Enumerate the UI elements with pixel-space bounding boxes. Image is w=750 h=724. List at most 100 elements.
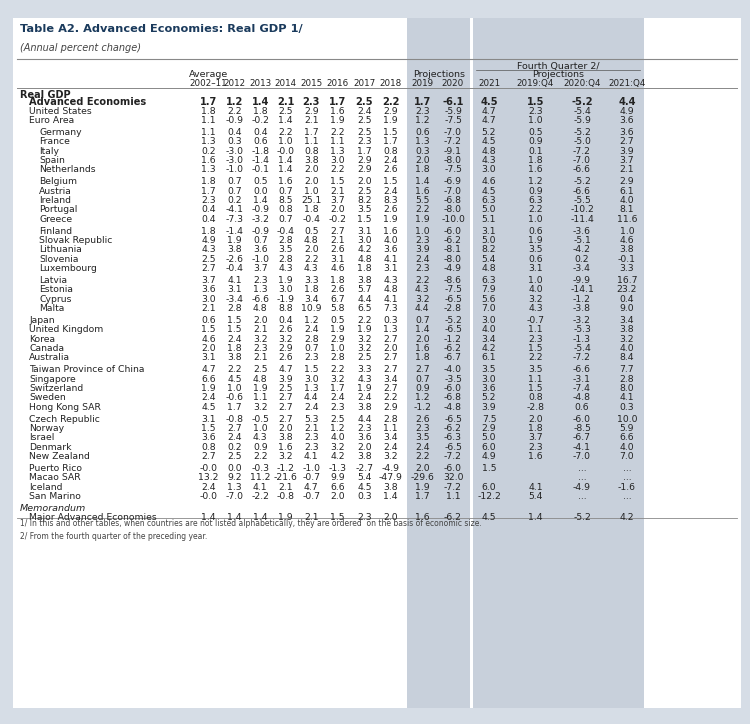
Text: 2.6: 2.6 xyxy=(278,353,293,362)
Text: 2.7: 2.7 xyxy=(330,227,345,236)
Text: 0.7: 0.7 xyxy=(227,177,242,187)
Text: -4.9: -4.9 xyxy=(444,264,462,273)
Text: 1.1: 1.1 xyxy=(446,492,460,501)
Text: 3.0: 3.0 xyxy=(304,375,319,384)
Text: 9.0: 9.0 xyxy=(620,304,634,313)
Text: 1.4: 1.4 xyxy=(415,177,430,187)
Text: 4.6: 4.6 xyxy=(482,177,496,187)
Text: 3.3: 3.3 xyxy=(357,366,372,374)
Text: -7.0: -7.0 xyxy=(444,128,462,137)
Text: -1.8: -1.8 xyxy=(251,147,269,156)
Text: 2.5: 2.5 xyxy=(227,452,242,461)
Text: -1.9: -1.9 xyxy=(277,295,295,303)
Text: 2.9: 2.9 xyxy=(383,106,398,116)
Text: -6.8: -6.8 xyxy=(444,196,462,205)
Text: 2.7: 2.7 xyxy=(201,264,216,273)
Text: 1.1: 1.1 xyxy=(201,116,216,125)
Text: -1.0: -1.0 xyxy=(302,464,320,473)
Text: Japan: Japan xyxy=(29,316,55,325)
Text: 3.1: 3.1 xyxy=(201,353,216,362)
Text: 1.2: 1.2 xyxy=(528,177,543,187)
Text: -0.7: -0.7 xyxy=(302,473,320,482)
Text: 2.2: 2.2 xyxy=(357,316,372,325)
Text: 3.5: 3.5 xyxy=(415,434,430,442)
Text: 2.3: 2.3 xyxy=(415,236,430,245)
Text: 3.2: 3.2 xyxy=(253,403,268,412)
Text: -1.2: -1.2 xyxy=(413,403,431,412)
Text: -3.0: -3.0 xyxy=(226,147,244,156)
Text: -1.4: -1.4 xyxy=(251,156,269,165)
Text: -0.7: -0.7 xyxy=(302,492,320,501)
Text: 3.2: 3.2 xyxy=(278,452,293,461)
Text: 1.8: 1.8 xyxy=(528,156,543,165)
Text: -5.0: -5.0 xyxy=(573,138,591,146)
Text: 3.6: 3.6 xyxy=(482,384,496,393)
Text: 1.5: 1.5 xyxy=(383,128,398,137)
Text: 1.4: 1.4 xyxy=(278,116,293,125)
Text: 2.7: 2.7 xyxy=(201,452,216,461)
Text: -0.1: -0.1 xyxy=(618,255,636,264)
Text: Estonia: Estonia xyxy=(39,285,73,295)
Text: 2016: 2016 xyxy=(326,79,349,88)
Text: -1.2: -1.2 xyxy=(444,334,462,344)
Text: 0.7: 0.7 xyxy=(227,187,242,195)
Text: 1.1: 1.1 xyxy=(330,138,345,146)
Text: 4.8: 4.8 xyxy=(304,236,319,245)
Text: 2.3: 2.3 xyxy=(201,196,216,205)
Text: -10.2: -10.2 xyxy=(570,206,594,214)
Text: -11.4: -11.4 xyxy=(570,215,594,224)
Text: 4.8: 4.8 xyxy=(482,147,496,156)
Text: 3.2: 3.2 xyxy=(415,295,430,303)
Text: 4.1: 4.1 xyxy=(227,276,242,285)
Text: 6.6: 6.6 xyxy=(201,375,216,384)
Text: -5.2: -5.2 xyxy=(573,513,591,522)
Text: 2.2: 2.2 xyxy=(528,353,543,362)
Text: 2.4: 2.4 xyxy=(201,393,216,403)
Text: 2.4: 2.4 xyxy=(330,393,345,403)
Text: Norway: Norway xyxy=(29,424,64,433)
Text: 0.4: 0.4 xyxy=(201,206,216,214)
Text: 1.0: 1.0 xyxy=(528,276,543,285)
Text: 3.2: 3.2 xyxy=(383,452,398,461)
Text: Cyprus: Cyprus xyxy=(39,295,71,303)
Text: Ireland: Ireland xyxy=(39,196,71,205)
Text: 1/ In this and other tables, when countries are not listed alphabetically, they : 1/ In this and other tables, when countr… xyxy=(20,519,482,529)
Text: 5.8: 5.8 xyxy=(330,304,345,313)
Text: 1.8: 1.8 xyxy=(201,177,216,187)
Text: 1.9: 1.9 xyxy=(415,215,430,224)
Text: 2.7: 2.7 xyxy=(278,393,293,403)
Text: 3.1: 3.1 xyxy=(227,285,242,295)
Text: 1.1: 1.1 xyxy=(304,138,319,146)
Text: 2.3: 2.3 xyxy=(253,344,268,353)
Text: 1.9: 1.9 xyxy=(330,116,345,125)
Text: 2.0: 2.0 xyxy=(528,415,543,424)
Text: 3.0: 3.0 xyxy=(482,316,496,325)
Text: 4.5: 4.5 xyxy=(357,483,372,492)
Text: 2.3: 2.3 xyxy=(357,138,372,146)
Text: 4.1: 4.1 xyxy=(253,483,268,492)
Text: 5.0: 5.0 xyxy=(482,236,496,245)
Text: 2.0: 2.0 xyxy=(330,206,345,214)
Text: 0.0: 0.0 xyxy=(253,187,268,195)
Text: 2.4: 2.4 xyxy=(383,156,398,165)
Text: 2/ From the fourth quarter of the preceding year.: 2/ From the fourth quarter of the preced… xyxy=(20,532,207,542)
Text: 3.7: 3.7 xyxy=(253,264,268,273)
Text: 3.2: 3.2 xyxy=(528,295,543,303)
Text: 5.2: 5.2 xyxy=(482,393,496,403)
Text: -8.5: -8.5 xyxy=(573,424,591,433)
Text: 2002–11: 2002–11 xyxy=(190,79,227,88)
Text: Belgium: Belgium xyxy=(39,177,77,187)
Text: Puerto Rico: Puerto Rico xyxy=(29,464,82,473)
Text: 2.5: 2.5 xyxy=(278,384,293,393)
Text: -7.5: -7.5 xyxy=(444,165,462,174)
Text: 6.0: 6.0 xyxy=(482,483,496,492)
Text: 2.7: 2.7 xyxy=(383,366,398,374)
Text: Lithuania: Lithuania xyxy=(39,245,82,254)
Text: Czech Republic: Czech Republic xyxy=(29,415,100,424)
Text: 1.6: 1.6 xyxy=(415,513,430,522)
Text: 2.3: 2.3 xyxy=(415,264,430,273)
Text: 0.8: 0.8 xyxy=(383,147,398,156)
Text: 2.1: 2.1 xyxy=(330,236,345,245)
Text: 2021:Q4: 2021:Q4 xyxy=(608,79,646,88)
Text: 1.9: 1.9 xyxy=(383,215,398,224)
